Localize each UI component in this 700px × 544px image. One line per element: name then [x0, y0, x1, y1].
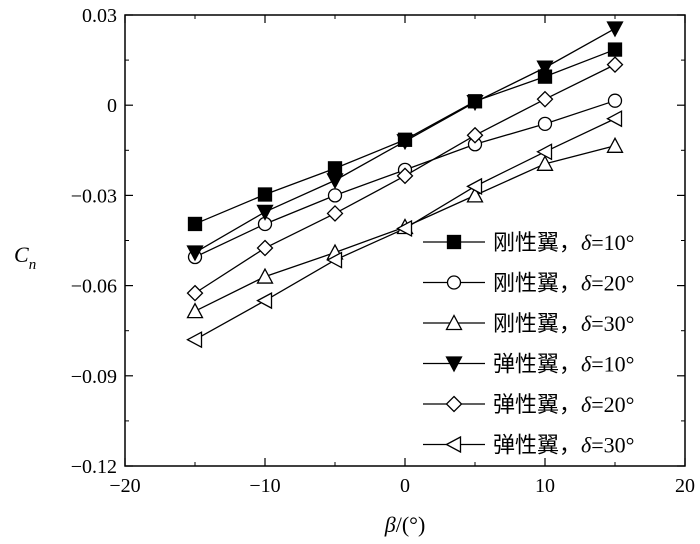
data-point-marker [445, 356, 463, 373]
data-point-marker [536, 90, 554, 108]
legend-label: 刚性翼，δ=20° [493, 271, 634, 296]
data-point-marker [466, 186, 484, 203]
legend-label: 刚性翼，δ=10° [493, 230, 634, 255]
legend-entry: 弹性翼，δ=20° [423, 392, 634, 417]
data-point-marker [446, 234, 462, 250]
data-point-marker [396, 167, 414, 185]
data-point-marker [607, 93, 623, 108]
data-point-marker [466, 177, 483, 195]
data-point-marker [606, 56, 624, 74]
data-point-marker [466, 126, 484, 144]
x-tick-label: 20 [675, 475, 695, 497]
y-tick-label: 0 [107, 95, 117, 117]
series-markers [186, 21, 624, 349]
legend: 刚性翼，δ=10° 刚性翼，δ=20° 刚性翼，δ=30° 弹性翼，δ=10° 弹性翼，… [423, 230, 634, 458]
x-tick-label: 0 [400, 475, 410, 497]
axis-ticks: −20 −10 0 10 20 0.03 0 −0.03 −0.06 −0.09 −0.12 [71, 5, 695, 497]
data-point-marker [326, 173, 344, 190]
data-point-marker [396, 134, 414, 151]
data-point-marker [536, 60, 554, 77]
data-point-marker [187, 216, 203, 232]
data-point-marker [607, 42, 623, 57]
data-point-marker [327, 188, 343, 203]
data-point-marker [186, 331, 203, 349]
data-point-marker [445, 314, 463, 331]
legend-entry: 刚性翼，δ=10° [423, 230, 634, 255]
data-point-marker [606, 21, 624, 38]
data-point-marker [186, 302, 204, 319]
y-tick-label: −0.06 [71, 276, 117, 298]
data-point-marker [606, 110, 623, 128]
data-point-marker [186, 284, 204, 302]
x-tick-label: 10 [535, 475, 555, 497]
y-tick-label: −0.03 [71, 185, 117, 207]
legend-entry: 刚性翼，δ=30° [423, 311, 634, 336]
data-point-marker [326, 205, 344, 222]
y-axis-title: Cn [14, 242, 36, 273]
legend-label: 弹性翼，δ=20° [493, 392, 634, 417]
data-point-marker [186, 245, 204, 262]
x-axis-title: β/(°) [384, 512, 426, 537]
data-point-marker [257, 187, 273, 202]
legend-entry: 弹性翼，δ=10° [423, 352, 634, 377]
y-tick-label: −0.12 [71, 456, 117, 478]
data-point-marker [256, 204, 274, 221]
data-point-marker [445, 395, 463, 413]
data-point-marker [256, 239, 274, 257]
data-point-marker [536, 143, 553, 161]
legend-entry: 刚性翼，δ=20° [423, 271, 634, 296]
data-point-marker [536, 154, 554, 171]
data-point-marker [256, 292, 273, 310]
legend-label: 刚性翼，δ=30° [493, 311, 634, 336]
data-point-marker [466, 95, 484, 112]
x-tick-label: −20 [109, 475, 140, 497]
data-point-marker [537, 116, 553, 131]
legend-label: 弹性翼，δ=30° [493, 433, 634, 458]
data-point-marker [606, 136, 624, 153]
data-point-marker [445, 435, 462, 454]
data-point-marker [446, 275, 462, 290]
data-point-marker [326, 251, 343, 269]
data-point-marker [256, 267, 274, 284]
y-tick-label: −0.09 [71, 366, 117, 388]
legend-label: 弹性翼，δ=10° [493, 352, 634, 377]
x-tick-label: −10 [249, 475, 280, 497]
legend-entry: 弹性翼，δ=30° [423, 433, 634, 458]
data-point-marker [396, 219, 413, 238]
y-axis-title-subscript: n [29, 257, 37, 273]
x-axis-title-unit: /(°) [396, 512, 426, 537]
data-point-marker [327, 161, 343, 176]
y-tick-label: 0.03 [82, 5, 117, 27]
